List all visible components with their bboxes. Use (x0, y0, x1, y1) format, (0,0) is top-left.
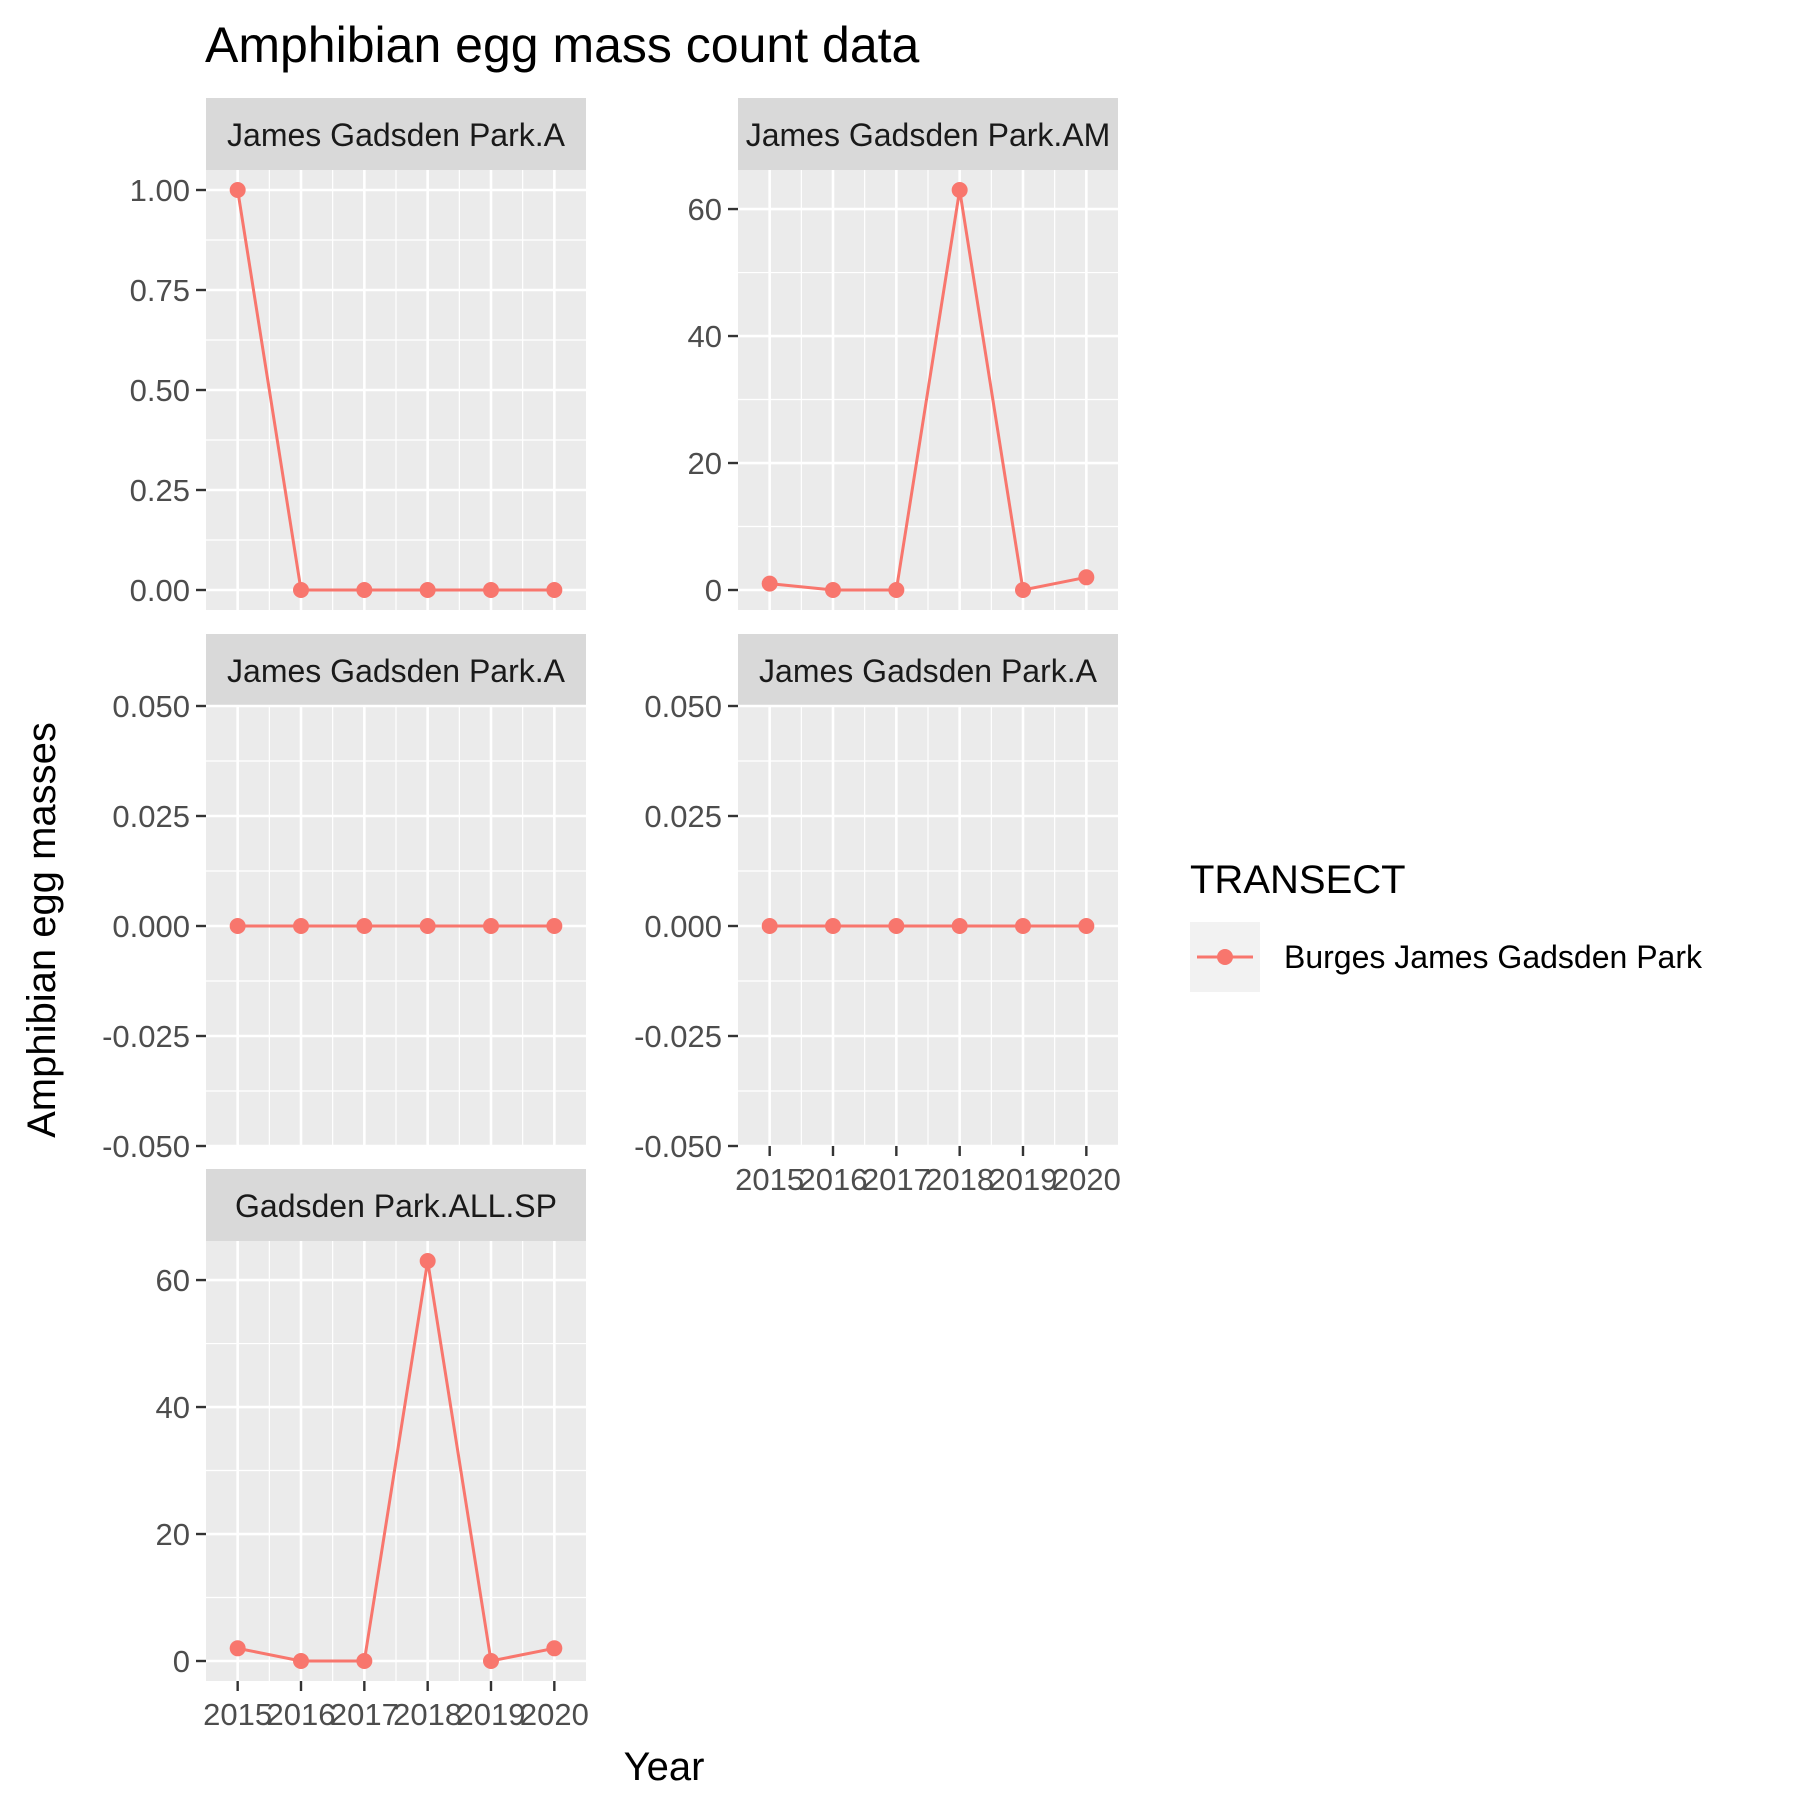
y-tick-label: 60 (156, 1263, 190, 1298)
y-tick-label: 60 (688, 192, 722, 227)
series-line (769, 189, 1087, 592)
y-tick-label: 0 (705, 573, 722, 608)
facet-strip-label: James Gadsden Park.A (759, 653, 1098, 689)
data-point (951, 182, 968, 198)
y-tick-label: 0.050 (644, 689, 722, 724)
legend-key-point (1217, 949, 1233, 965)
x-tick-label: 2019 (989, 1162, 1058, 1197)
data-point (293, 582, 309, 598)
panels-layer: James Gadsden Park.A 0.00 0.25 0.50 0.75 1.00… (102, 98, 1121, 1732)
data-point (293, 1653, 309, 1669)
y-tick-label: 0.050 (112, 689, 190, 724)
data-point (229, 182, 246, 198)
y-tick-label: 0.025 (644, 799, 722, 834)
data-point (293, 918, 309, 934)
legend-entries: Burges James Gadsden Park (1190, 922, 1703, 992)
x-axis-label: Year (624, 1745, 705, 1789)
data-point (825, 582, 841, 598)
chart-title: Amphibian egg mass count data (205, 17, 920, 73)
data-point (951, 918, 968, 934)
facet-panel-4: James Gadsden Park.A -0.050 -0.025 0.000 0.0… (634, 634, 1121, 1197)
facet-strip (206, 634, 586, 706)
facet-panel-3: James Gadsden Park.A -0.050 -0.025 0.000 0.0… (102, 634, 586, 1164)
data-point (761, 575, 778, 592)
x-tick-label: 2019 (457, 1697, 526, 1732)
data-point (1015, 918, 1031, 934)
y-tick-label: 0.50 (130, 373, 190, 408)
data-point (1078, 569, 1095, 586)
data-point (356, 918, 373, 934)
legend-title: TRANSECT (1190, 858, 1406, 902)
y-tick-label: 0 (173, 1644, 190, 1679)
y-tick-label: 0.000 (112, 909, 190, 944)
facet-strip (206, 98, 586, 170)
x-tick-label: 2016 (267, 1697, 336, 1732)
x-tick-label: 2015 (735, 1162, 804, 1197)
y-tick-label: 20 (156, 1517, 190, 1552)
y-tick-label: 1.00 (130, 173, 190, 208)
data-point (419, 582, 436, 598)
y-tick-label: 0.75 (130, 273, 190, 308)
data-point (356, 582, 373, 598)
y-tick-label: -0.050 (634, 1129, 722, 1164)
facet-strip (738, 98, 1118, 170)
data-point (483, 582, 499, 598)
x-tick-label: 2018 (925, 1162, 994, 1197)
x-tick-label: 2016 (799, 1162, 868, 1197)
legend-entry-label: Burges James Gadsden Park (1284, 939, 1703, 975)
data-point (888, 582, 905, 598)
y-tick-label: -0.050 (102, 1129, 190, 1164)
facet-strip (206, 1169, 586, 1241)
y-tick-label: 0.025 (112, 799, 190, 834)
data-point (356, 1653, 373, 1669)
legend: TRANSECT Burges James Gadsden Park (1190, 858, 1703, 992)
facet-strip-label: James Gadsden Park.A (227, 653, 566, 689)
data-point (229, 1640, 246, 1657)
y-tick-label: -0.025 (102, 1019, 190, 1054)
x-tick-label: 2020 (520, 1697, 589, 1732)
y-tick-label: 0.25 (130, 473, 190, 508)
data-point (546, 1640, 563, 1657)
data-point (419, 1253, 436, 1269)
series-line (236, 189, 555, 592)
facet-strip-label: Gadsden Park.ALL.SP (235, 1188, 557, 1224)
data-point (483, 918, 499, 934)
data-point (1078, 918, 1095, 934)
facet-panel-5: Gadsden Park.ALL.SP020406020152016201720… (156, 1169, 589, 1732)
y-tick-label: 0.00 (130, 573, 190, 608)
y-tick-label: 40 (156, 1390, 190, 1425)
y-tick-label: 20 (688, 446, 722, 481)
facet-strip-label: James Gadsden Park.A (227, 117, 566, 153)
data-point (229, 918, 246, 934)
facet-panel-2: James Gadsden Park.AM 0 20 40 60 (688, 98, 1118, 610)
series-line (237, 1260, 555, 1663)
x-tick-label: 2017 (330, 1697, 399, 1732)
data-point (546, 582, 563, 598)
data-point (888, 918, 905, 934)
data-point (419, 918, 436, 934)
x-tick-label: 2015 (203, 1697, 272, 1732)
x-tick-label: 2020 (1052, 1162, 1121, 1197)
data-point (1015, 582, 1031, 598)
data-point (825, 918, 841, 934)
y-axis-label: Amphibian egg masses (20, 722, 64, 1138)
y-tick-label: 0.000 (644, 909, 722, 944)
facet-strip (738, 634, 1118, 706)
y-tick-label: -0.025 (634, 1019, 722, 1054)
x-tick-label: 2018 (393, 1697, 462, 1732)
y-tick-label: 40 (688, 319, 722, 354)
x-tick-label: 2017 (862, 1162, 931, 1197)
data-point (546, 918, 563, 934)
facet-strip-label: James Gadsden Park.AM (746, 117, 1111, 153)
facet-panel-1: James Gadsden Park.A 0.00 0.25 0.50 0.75 1.00 (130, 98, 586, 610)
data-point (761, 918, 778, 934)
data-point (483, 1653, 499, 1669)
